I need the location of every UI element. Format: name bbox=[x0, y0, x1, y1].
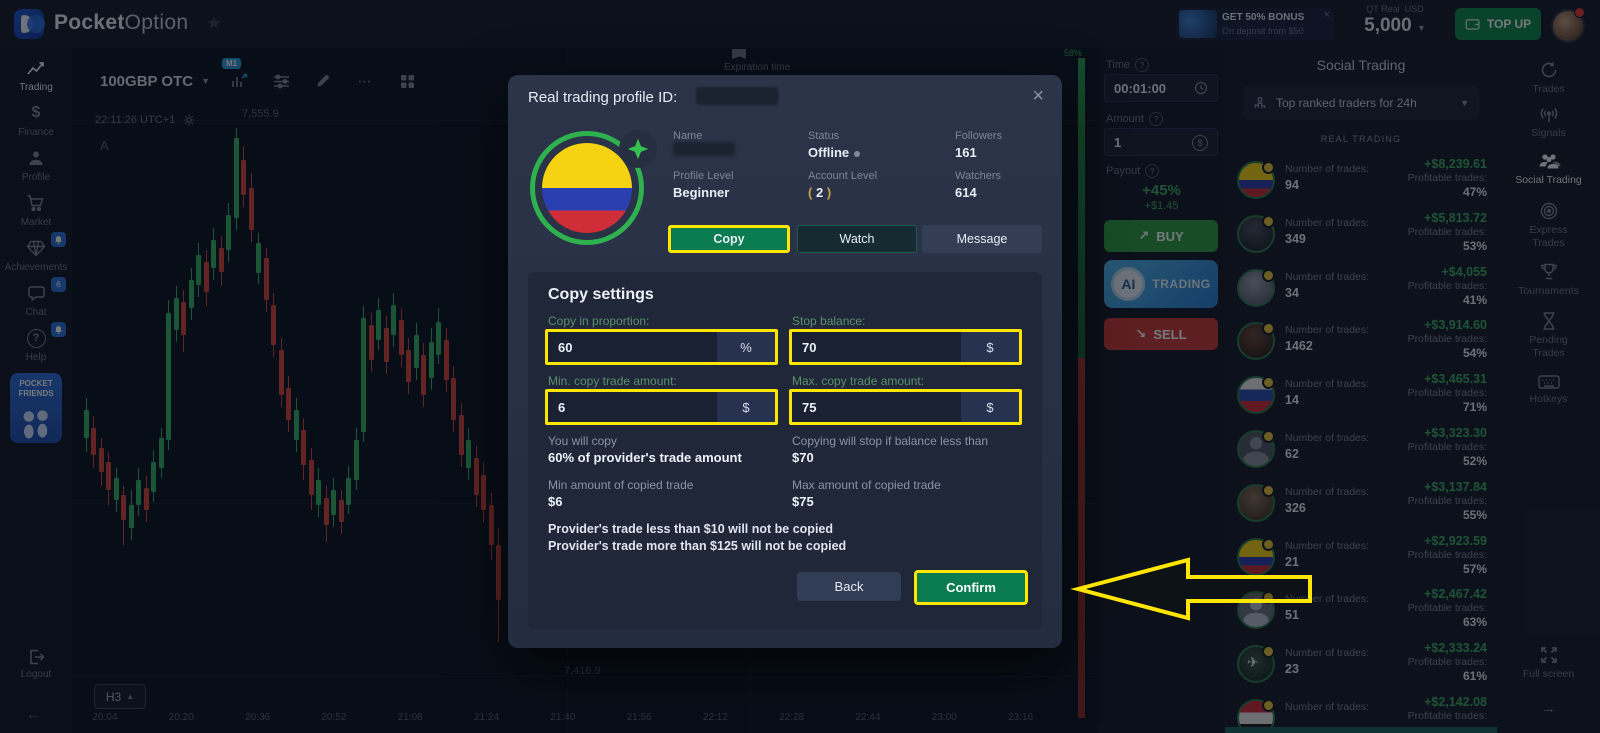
redacted-profile-id bbox=[696, 87, 778, 105]
status-label: Status bbox=[808, 130, 840, 142]
laurel-icon: ( bbox=[808, 185, 813, 200]
summary-value: $6 bbox=[548, 494, 563, 509]
dollar-unit: $ bbox=[717, 392, 775, 422]
summary-label: Copying will stop if balance less than bbox=[792, 434, 989, 448]
copy-button[interactable]: Copy bbox=[668, 225, 790, 253]
profile-level-label: Profile Level bbox=[673, 170, 734, 182]
proportion-label: Copy in proportion: bbox=[548, 314, 650, 328]
stop-balance-label: Stop balance: bbox=[792, 314, 866, 328]
colombia-flag-avatar bbox=[542, 143, 632, 233]
min-copy-value: 6 bbox=[558, 399, 566, 415]
name-label: Name bbox=[673, 130, 703, 142]
message-button[interactable]: Message bbox=[922, 225, 1042, 253]
dollar-unit: $ bbox=[961, 392, 1019, 422]
min-copy-input[interactable]: 6 $ bbox=[545, 389, 778, 425]
star-badge-icon bbox=[627, 138, 649, 160]
laurel-icon: ) bbox=[826, 185, 832, 200]
followers-label: Followers bbox=[955, 130, 1003, 142]
account-level-value: ( 2 ) bbox=[808, 185, 832, 200]
dollar-unit: $ bbox=[961, 332, 1019, 362]
summary-value: $75 bbox=[792, 494, 814, 509]
trading-profile-modal: Real trading profile ID: × Name Status O… bbox=[508, 75, 1062, 648]
confirm-button[interactable]: Confirm bbox=[914, 570, 1028, 605]
summary-value: $70 bbox=[792, 450, 814, 465]
min-copy-label: Min. copy trade amount: bbox=[548, 374, 677, 388]
watchers-label: Watchers bbox=[955, 170, 1002, 182]
copy-settings-heading: Copy settings bbox=[548, 286, 654, 303]
watchers-value: 614 bbox=[955, 185, 977, 200]
max-copy-input[interactable]: 75 $ bbox=[789, 389, 1022, 425]
stop-balance-value: 70 bbox=[802, 339, 817, 355]
max-copy-value: 75 bbox=[802, 399, 817, 415]
status-value: Offline bbox=[808, 145, 861, 160]
account-level-label: Account Level bbox=[808, 170, 878, 182]
offline-dot-icon bbox=[854, 150, 861, 157]
close-icon[interactable]: × bbox=[1032, 85, 1044, 107]
profile-avatar bbox=[530, 130, 657, 245]
redacted-name-value bbox=[673, 142, 735, 156]
tutorial-arrow-annotation bbox=[1070, 557, 1312, 621]
stop-balance-input[interactable]: 70 $ bbox=[789, 329, 1022, 365]
back-button[interactable]: Back bbox=[797, 572, 901, 601]
summary-label: You will copy bbox=[548, 434, 617, 448]
followers-value: 161 bbox=[955, 145, 977, 160]
proportion-input[interactable]: 60 % bbox=[545, 329, 778, 365]
copy-note: Provider's trade less than $10 will not … bbox=[548, 522, 834, 536]
copy-note: Provider's trade more than $125 will not… bbox=[548, 539, 847, 553]
summary-label: Max amount of copied trade bbox=[792, 478, 941, 492]
profile-level-value: Beginner bbox=[673, 185, 730, 200]
summary-label: Min amount of copied trade bbox=[548, 478, 694, 492]
percent-unit: % bbox=[717, 332, 775, 362]
watch-button[interactable]: Watch bbox=[797, 225, 917, 253]
summary-value: 60% of provider's trade amount bbox=[548, 450, 742, 465]
copy-settings-section: Copy settings Copy in proportion: 60 % S… bbox=[528, 272, 1042, 630]
modal-title: Real trading profile ID: bbox=[528, 89, 678, 106]
max-copy-label: Max. copy trade amount: bbox=[792, 374, 925, 388]
proportion-value: 60 bbox=[558, 339, 573, 355]
